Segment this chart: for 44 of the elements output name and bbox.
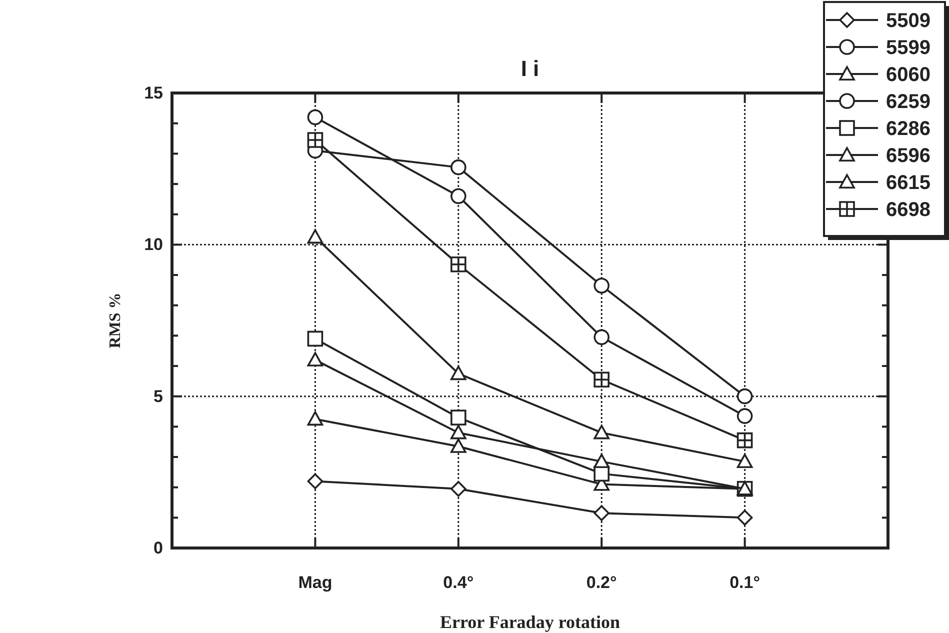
point bbox=[736, 408, 753, 424]
legend-label: 5509 bbox=[886, 10, 930, 32]
point bbox=[307, 132, 324, 148]
chart-title: I i bbox=[520, 56, 540, 81]
point bbox=[594, 278, 610, 294]
x-tick-label: 0.2° bbox=[586, 573, 618, 592]
point bbox=[594, 329, 610, 346]
legend-label: 6698 bbox=[886, 199, 930, 221]
point bbox=[594, 454, 610, 468]
point bbox=[450, 366, 466, 380]
point bbox=[450, 438, 466, 453]
x-tick-label: Mag bbox=[298, 573, 332, 592]
point bbox=[594, 505, 610, 522]
legend-label: 6596 bbox=[886, 145, 930, 167]
legend-label: 6286 bbox=[886, 118, 930, 140]
legend-label: 5599 bbox=[886, 37, 930, 59]
point bbox=[450, 424, 466, 440]
y-tick-label: 0 bbox=[154, 538, 163, 558]
y-tick-label: 10 bbox=[144, 235, 163, 254]
point bbox=[450, 159, 466, 176]
point bbox=[450, 188, 466, 204]
point bbox=[594, 424, 610, 440]
y-axis-title: RMS % bbox=[107, 292, 124, 348]
point bbox=[307, 352, 324, 366]
legend-label: 6615 bbox=[886, 172, 930, 194]
point bbox=[307, 330, 324, 347]
x-tick-label: 0.1° bbox=[730, 573, 760, 592]
point bbox=[450, 480, 466, 497]
point bbox=[307, 229, 324, 244]
y-tick-label: 15 bbox=[144, 83, 163, 102]
legend-label: 6259 bbox=[886, 91, 930, 113]
x-tick-label: 0.4° bbox=[443, 573, 474, 592]
point bbox=[594, 372, 610, 388]
x-axis-title: Error Faraday rotation bbox=[440, 612, 620, 632]
legend-label: 6060 bbox=[886, 64, 930, 86]
point bbox=[307, 411, 324, 426]
point bbox=[736, 454, 753, 468]
point bbox=[736, 388, 753, 404]
point bbox=[450, 410, 466, 426]
y-tick-label: 5 bbox=[154, 386, 163, 406]
point bbox=[307, 109, 324, 126]
point bbox=[736, 510, 753, 526]
point bbox=[450, 256, 466, 272]
point bbox=[307, 473, 324, 490]
